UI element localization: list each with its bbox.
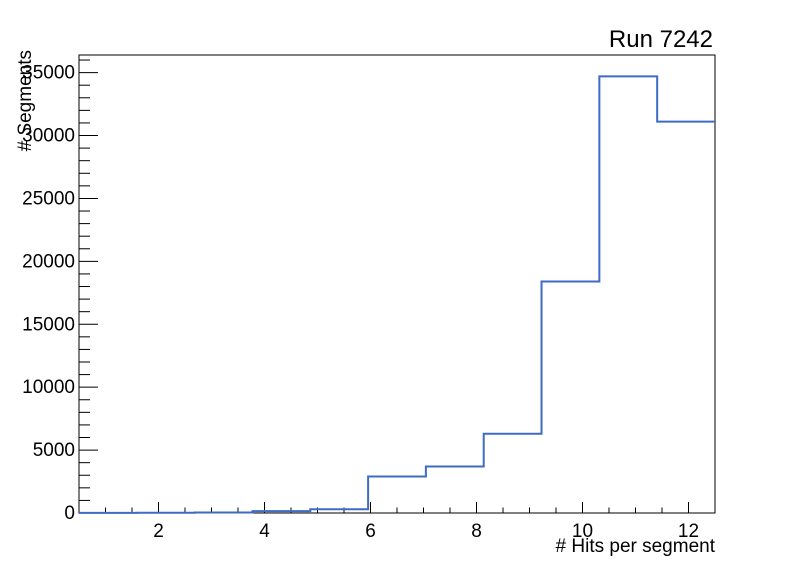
x-tick-label: 10 (572, 521, 593, 542)
plot-frame (78, 54, 716, 514)
x-tick-label: 8 (471, 521, 482, 542)
x-tick-label: 2 (153, 521, 164, 542)
y-tick-label: 35000 (22, 63, 75, 84)
plot-generated-layer: 2 4 6 8 10 12 0 5000 10000 15000 20000 25000 30000 35… (22, 54, 716, 542)
y-tick-label: 25000 (22, 188, 75, 209)
y-tick-label: 5000 (33, 440, 75, 461)
x-tick-label: 4 (259, 521, 270, 542)
x-tick-label: 6 (365, 521, 376, 542)
x-tick-label: 12 (678, 521, 699, 542)
y-tick-label: 0 (64, 503, 75, 524)
histogram-step-line (79, 75, 715, 514)
y-tick-label: 10000 (22, 377, 75, 398)
y-tick-label: 15000 (22, 314, 75, 335)
y-tick-label: 30000 (22, 126, 75, 147)
y-tick-label: 20000 (22, 251, 75, 272)
plot-title: Run 7242 (609, 26, 713, 53)
x-axis-title: # Hits per segment (556, 536, 716, 557)
y-axis-title: # Segments (15, 50, 36, 151)
